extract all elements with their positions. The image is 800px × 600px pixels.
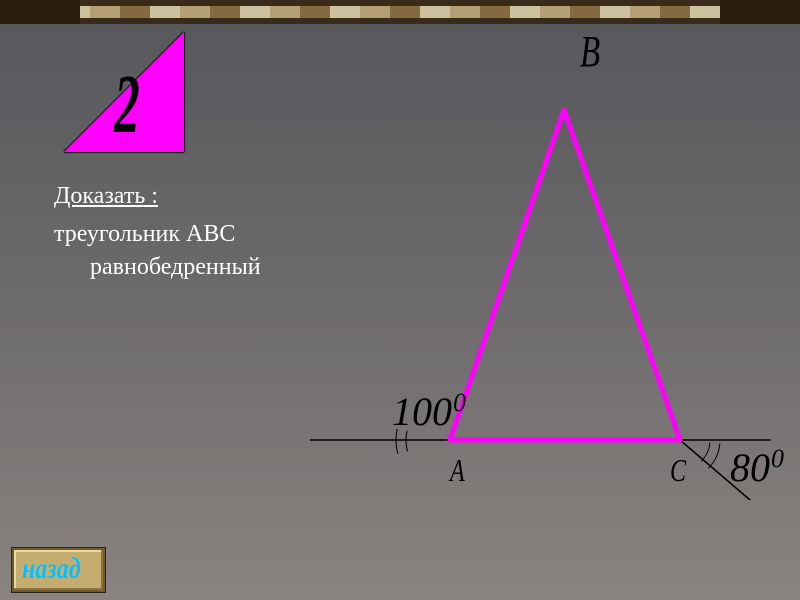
- decorative-top-bar: [0, 0, 800, 24]
- vertex-label-c: C: [670, 454, 686, 486]
- problem-line-1: треугольник АВС: [54, 221, 235, 247]
- topbar-cap-left: [0, 0, 80, 24]
- angle-label-100: 1000: [392, 392, 465, 432]
- problem-number-marker: 2: [64, 32, 184, 152]
- angle-label-80: 800: [730, 448, 783, 488]
- geometry-diagram: [310, 60, 790, 500]
- slide-stage: 2 Доказать : треугольник АВС равнобедрен…: [0, 0, 800, 600]
- problem-number: 2: [114, 56, 140, 153]
- vertex-label-a: A: [450, 454, 465, 486]
- topbar-cap-right: [720, 0, 800, 24]
- back-button-label: назад: [22, 552, 81, 586]
- back-button[interactable]: назад: [12, 548, 105, 592]
- vertex-label-b: B: [580, 30, 600, 74]
- prove-label: Доказать :: [54, 180, 158, 212]
